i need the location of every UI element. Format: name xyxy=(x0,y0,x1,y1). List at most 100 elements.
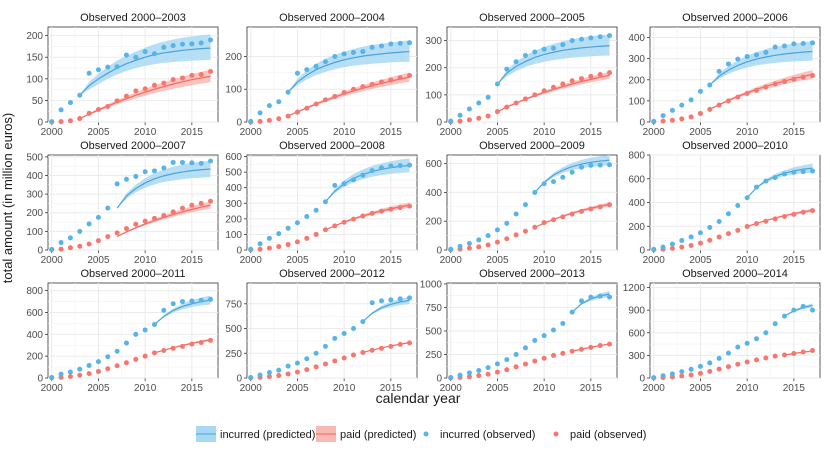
y-tick-label: 0 xyxy=(236,374,242,385)
facet-panel: Observed 2000–2007 2000 2005 2010 2015 0 100 20… xyxy=(26,140,219,266)
incurred-predicted-band xyxy=(79,34,211,96)
panel-frame xyxy=(446,154,618,251)
incurred-point xyxy=(607,33,613,39)
paid-point xyxy=(266,245,272,251)
incurred-point xyxy=(772,175,778,181)
paid-point xyxy=(588,344,594,350)
x-tick-label: 2015 xyxy=(580,127,603,138)
paid-point xyxy=(313,231,319,237)
paid-point xyxy=(86,371,92,377)
paid-point xyxy=(791,350,797,356)
incurred-point xyxy=(448,246,454,252)
incurred-point xyxy=(58,107,64,113)
incurred-predicted-median-line xyxy=(287,50,410,93)
panel-title: Observed 2000–2010 xyxy=(682,140,788,152)
incurred-point xyxy=(753,184,759,190)
paid-point xyxy=(369,81,375,87)
incurred-point xyxy=(161,307,167,313)
incurred-point xyxy=(485,94,491,100)
incurred-point xyxy=(607,162,613,168)
incurred-point xyxy=(476,367,482,373)
incurred-point xyxy=(285,225,291,231)
incurred-point xyxy=(588,35,594,41)
y-tick-label: 300 xyxy=(425,36,442,47)
panel-frame xyxy=(47,282,219,379)
legend-label: paid (predicted) xyxy=(340,429,416,441)
x-tick-label: 2015 xyxy=(380,383,403,394)
incurred-point xyxy=(485,233,491,239)
y-tick-label: 200 xyxy=(425,217,442,228)
paid-point xyxy=(579,76,585,82)
incurred-point xyxy=(379,298,385,304)
incurred-point xyxy=(95,67,101,73)
incurred-point xyxy=(77,366,83,372)
paid-point xyxy=(95,238,101,244)
paid-point xyxy=(688,114,694,120)
y-tick-label: 400 xyxy=(26,330,43,341)
incurred-point xyxy=(123,176,129,182)
incurred-point xyxy=(735,344,741,350)
incurred-point xyxy=(208,37,214,43)
incurred-point xyxy=(735,202,741,208)
paid-point xyxy=(142,218,148,224)
incurred-point xyxy=(532,49,538,55)
incurred-point xyxy=(407,295,413,301)
incurred-point xyxy=(688,366,694,372)
legend: incurred (predicted) paid (predicted) incu… xyxy=(196,426,646,442)
incurred-point xyxy=(597,293,603,299)
y-tick-label: 600 xyxy=(425,159,442,170)
x-tick-label: 2005 xyxy=(286,383,309,394)
incurred-point xyxy=(350,177,356,183)
x-axis-title: calendar year xyxy=(376,390,461,406)
incurred-point xyxy=(448,118,454,124)
incurred-point xyxy=(725,211,731,217)
incurred-point xyxy=(504,220,510,226)
incurred-point xyxy=(388,41,394,47)
incurred-point xyxy=(541,46,547,52)
incurred-point xyxy=(294,70,300,76)
incurred-point xyxy=(123,52,129,58)
paid-point xyxy=(161,347,167,353)
x-tick-label: 2000 xyxy=(240,255,263,266)
x-tick-label: 2010 xyxy=(134,127,157,138)
y-tick-label: 0 xyxy=(639,374,645,385)
paid-point xyxy=(753,87,759,93)
paid-point xyxy=(504,104,510,110)
paid-point xyxy=(407,72,413,78)
paid-point xyxy=(607,70,613,76)
incurred-point xyxy=(607,294,613,300)
paid-point xyxy=(332,223,338,229)
incurred-point xyxy=(276,367,282,373)
incurred-predicted-median-line xyxy=(325,164,410,203)
paid-point xyxy=(350,352,356,358)
y-tick-label: 800 xyxy=(26,286,43,297)
incurred-point xyxy=(669,107,675,113)
incurred-point xyxy=(588,294,594,300)
y-tick-label: 300 xyxy=(225,199,242,210)
incurred-point xyxy=(86,70,92,76)
incurred-point xyxy=(569,169,575,175)
x-tick-label: 2005 xyxy=(689,383,712,394)
legend-label: incurred (predicted) xyxy=(220,429,315,441)
x-tick-label: 2000 xyxy=(440,255,463,266)
y-tick-label: 500 xyxy=(26,152,43,163)
panel-title: Observed 2000–2013 xyxy=(479,268,585,280)
paid-point xyxy=(800,349,806,355)
panel-frame xyxy=(649,282,821,379)
incurred-point xyxy=(532,189,538,195)
incurred-predicted-median-line xyxy=(534,159,610,193)
incurred-point xyxy=(597,34,603,40)
incurred-point xyxy=(494,227,500,233)
paid-point xyxy=(485,242,491,248)
paid-point xyxy=(513,232,519,238)
panel-title: Observed 2000–2007 xyxy=(80,140,186,152)
incurred-predicted-median-line xyxy=(116,168,211,209)
facet-panel: Observed 2000–2006 2000 2005 2010 2015 0 100 20… xyxy=(628,12,821,138)
x-tick-label: 2015 xyxy=(783,383,806,394)
x-tick-label: 2005 xyxy=(87,127,110,138)
incurred-point xyxy=(49,374,55,380)
paid-point xyxy=(105,234,111,240)
incurred-point xyxy=(198,160,204,166)
incurred-point xyxy=(285,363,291,369)
